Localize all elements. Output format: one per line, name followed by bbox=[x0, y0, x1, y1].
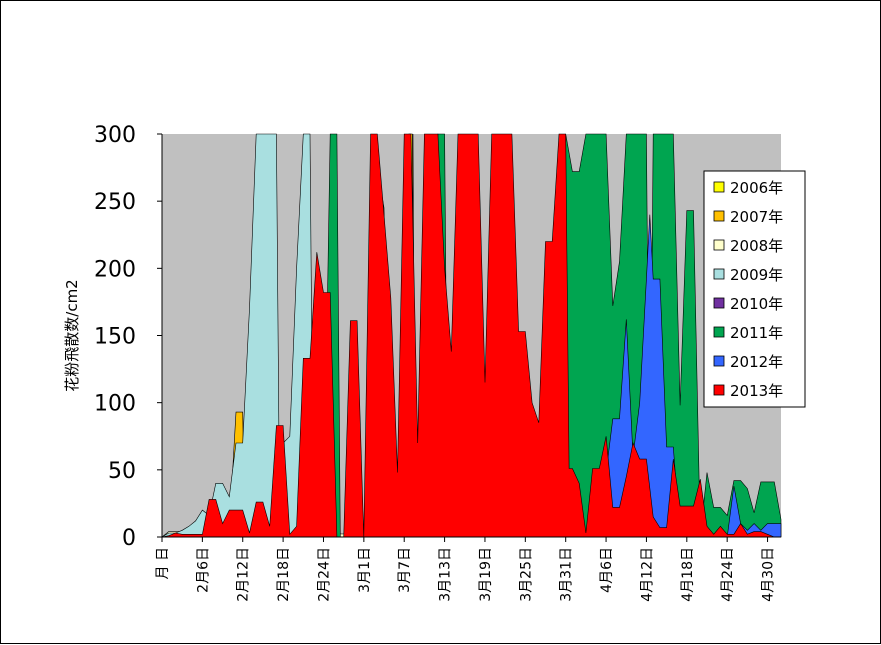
legend-label: 2006年 bbox=[730, 179, 783, 197]
x-tick-label: 3月13日 bbox=[438, 547, 454, 602]
x-tick-label: 2月12日 bbox=[236, 547, 252, 602]
legend-swatch bbox=[713, 384, 725, 396]
legend-label: 2011年 bbox=[730, 324, 783, 342]
y-tick-label: 300 bbox=[94, 123, 136, 148]
series-area-7 bbox=[161, 133, 781, 538]
legend-swatch bbox=[713, 210, 725, 222]
legend-swatch bbox=[713, 355, 725, 367]
x-tick-label: 4月24日 bbox=[720, 547, 736, 602]
x-tick-label: 3月1日 bbox=[357, 547, 373, 593]
x-tick-label: 2月6日 bbox=[195, 547, 211, 593]
legend-box bbox=[703, 170, 806, 408]
legend-swatch bbox=[713, 181, 725, 193]
y-tick-label: 250 bbox=[94, 190, 136, 215]
x-tick-label: 4月12日 bbox=[639, 547, 655, 602]
x-tick-label: 3月19日 bbox=[478, 547, 494, 602]
x-tick-label: 2月18日 bbox=[276, 547, 292, 602]
legend-swatch bbox=[713, 239, 725, 251]
x-tick-label: 4月30日 bbox=[761, 547, 777, 602]
legend-swatch bbox=[713, 268, 725, 280]
y-tick-label: 50 bbox=[108, 459, 136, 484]
y-tick-label: 100 bbox=[94, 392, 136, 417]
y-axis: 0 50 100 150 200 250 300 bbox=[94, 123, 163, 551]
series-area-3 bbox=[160, 133, 781, 538]
legend-label: 2009年 bbox=[730, 266, 783, 284]
x-tick-label: 月 日 bbox=[155, 547, 171, 579]
x-tick-label: 3月7日 bbox=[397, 547, 413, 593]
x-tick-label: 4月18日 bbox=[680, 547, 696, 602]
series-area-6 bbox=[162, 214, 782, 538]
legend-swatch bbox=[713, 297, 725, 309]
legend-label: 2010年 bbox=[730, 295, 783, 313]
y-tick-label: 200 bbox=[94, 257, 136, 282]
legend-label: 2008年 bbox=[730, 237, 783, 255]
y-tick-label: 150 bbox=[94, 325, 136, 350]
x-tick-label: 3月31日 bbox=[559, 547, 575, 602]
legend-label: 2013年 bbox=[730, 382, 783, 400]
legend: 2006年 2007年 2008年 2009年 2010年 2011年 2012年 2013年 bbox=[703, 170, 806, 408]
y-tick-label: 0 bbox=[122, 526, 136, 551]
x-tick-label: 4月6日 bbox=[599, 547, 615, 593]
x-tick-label: 3月25日 bbox=[518, 547, 534, 602]
series-layer bbox=[160, 133, 782, 538]
legend-label: 2007年 bbox=[730, 208, 783, 226]
x-axis: 月 日 2月6日 2月12日 2月18日 2月24日 3月1日 3月7日 3月13日 3月19日… bbox=[155, 536, 781, 602]
legend-label: 2012年 bbox=[730, 353, 783, 371]
legend-swatch bbox=[713, 326, 725, 338]
y-axis-label: 花粉飛散数/cm2 bbox=[63, 279, 81, 391]
x-tick-label: 2月24日 bbox=[316, 547, 332, 602]
